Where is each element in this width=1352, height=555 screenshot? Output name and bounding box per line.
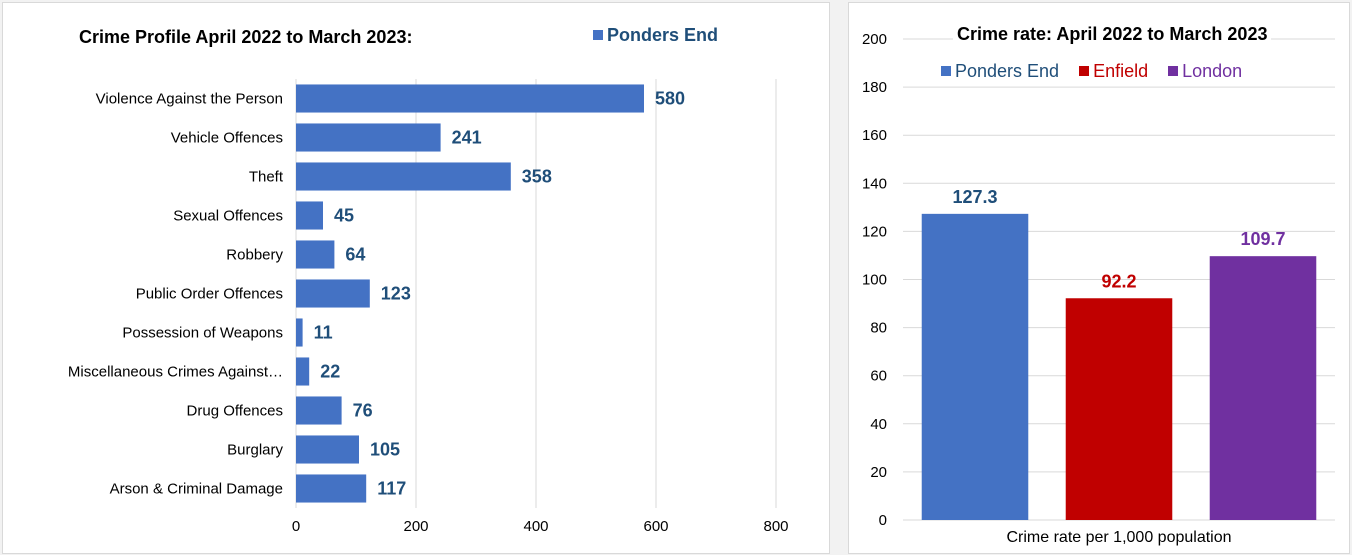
category-label: Robbery	[226, 247, 283, 264]
y-tick-label: 20	[870, 464, 887, 481]
category-label: Theft	[249, 169, 284, 186]
legend-label-london: London	[1182, 60, 1243, 81]
data-label: 105	[370, 440, 400, 460]
y-tick-label: 100	[862, 272, 887, 289]
bar-miscellaneous-crimes-against	[296, 357, 310, 386]
x-tick-label: 600	[643, 518, 668, 535]
y-tick-label: 60	[870, 368, 887, 385]
data-label: 76	[353, 401, 373, 421]
category-label: Burglary	[227, 442, 283, 459]
x-tick-label: 0	[292, 518, 300, 535]
legend-swatch-ponders-end	[941, 66, 951, 76]
bar-sexual-offences	[296, 201, 323, 230]
legend-label-ponders-end: Ponders End	[607, 24, 719, 45]
legend-swatch-ponders-end	[593, 30, 603, 40]
y-tick-label: 160	[862, 127, 887, 144]
bar-enfield	[1065, 298, 1173, 520]
bar-violence-against-the-person	[296, 84, 644, 113]
category-label: Arson & Criminal Damage	[110, 481, 283, 498]
bar-public-order-offences	[296, 279, 370, 308]
y-tick-label: 0	[879, 512, 887, 529]
legend-label-ponders-end: Ponders End	[955, 60, 1060, 81]
data-label: 241	[452, 128, 482, 148]
data-label: 127.3	[952, 187, 997, 207]
bar-burglary	[296, 435, 359, 464]
bar-robbery	[296, 240, 335, 269]
y-tick-label: 80	[870, 320, 887, 337]
data-label: 117	[377, 479, 406, 499]
y-tick-label: 40	[870, 416, 887, 433]
legend-item-enfield: Enfield	[1079, 61, 1148, 82]
crime-rate-title: Crime rate: April 2022 to March 2023	[953, 24, 1272, 45]
legend-item-ponders-end: Ponders End	[593, 25, 718, 46]
y-tick-label: 140	[862, 175, 887, 192]
legend-item-london: London	[1168, 61, 1242, 82]
crime-rate-legend: Ponders End Enfield London	[941, 60, 1262, 82]
category-label: Drug Offences	[187, 403, 283, 420]
category-label: Public Order Offences	[136, 286, 283, 303]
crime-profile-bar-chart: 0 200 400 600 800 Violence Against the Person…	[68, 79, 789, 535]
y-tick-label: 180	[862, 79, 887, 96]
data-label: 22	[320, 362, 340, 382]
legend-item-ponders-end: Ponders End	[941, 61, 1059, 82]
crime-profile-legend: Ponders End	[593, 24, 738, 46]
legend-label-enfield: Enfield	[1093, 60, 1149, 81]
legend-swatch-enfield	[1079, 66, 1090, 76]
category-label: Miscellaneous Crimes Against…	[68, 364, 283, 381]
crime-profile-chart-panel: Crime Profile April 2022 to March 2023: …	[2, 2, 830, 554]
y-tick-label: 200	[862, 31, 887, 48]
data-label: 123	[381, 284, 411, 304]
crime-profile-title: Crime Profile April 2022 to March 2023:	[79, 27, 413, 47]
x-tick-label: 800	[763, 518, 788, 535]
data-label: 64	[345, 245, 365, 265]
legend-swatch-london	[1168, 66, 1179, 76]
data-label: 11	[314, 323, 333, 343]
bar-vehicle-offences	[296, 123, 441, 152]
bar-ponders-end	[921, 213, 1029, 520]
x-axis-label: Crime rate per 1,000 population	[1006, 529, 1231, 546]
bar-drug-offences	[296, 396, 342, 425]
category-label: Vehicle Offences	[171, 130, 283, 147]
data-label: 358	[522, 167, 552, 187]
bar-theft	[296, 162, 511, 191]
y-tick-label: 120	[862, 223, 887, 240]
crime-rate-bar-chart: 0 20 40 60 80 100 120 140 160 180 200 127.3 92.2 109.…	[862, 31, 1335, 546]
bar-possession-of-weapons	[296, 318, 303, 347]
x-tick-label: 400	[523, 518, 548, 535]
category-label: Possession of Weapons	[122, 325, 283, 342]
bar-arson-criminal-damage	[296, 474, 367, 503]
data-label: 109.7	[1240, 229, 1285, 249]
crime-rate-chart-panel: 0 20 40 60 80 100 120 140 160 180 200 127.3 92.2 109.…	[848, 2, 1350, 554]
data-label: 45	[334, 206, 354, 226]
data-label: 92.2	[1101, 271, 1136, 291]
bar-london	[1209, 256, 1317, 520]
category-label: Violence Against the Person	[96, 91, 283, 108]
x-tick-label: 200	[403, 518, 428, 535]
data-label: 580	[655, 89, 685, 109]
category-label: Sexual Offences	[173, 208, 283, 225]
